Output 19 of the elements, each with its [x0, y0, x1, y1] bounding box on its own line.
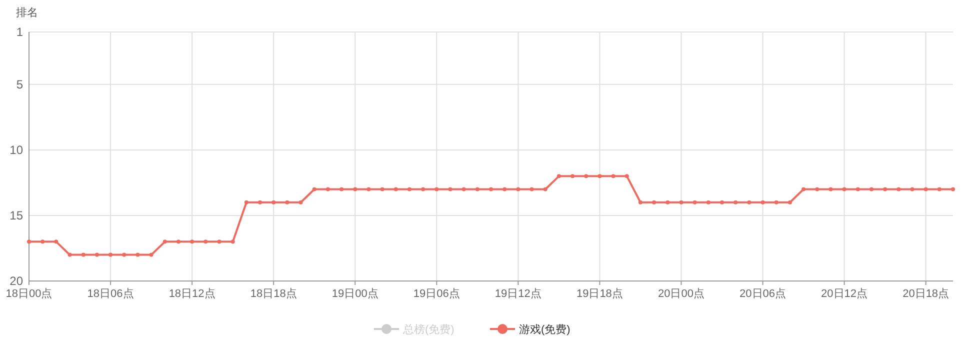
x-tick-label: 20日00点 [658, 287, 704, 300]
x-tick-label: 19日06点 [413, 287, 460, 300]
x-tick-label: 19日00点 [332, 287, 378, 300]
y-axis-title: 排名 [16, 7, 38, 19]
x-tick-label: 20日06点 [740, 287, 786, 300]
x-tick-label: 19日18点 [576, 287, 623, 300]
x-tick-label: 18日12点 [168, 287, 216, 300]
y-tick-label: 15 [10, 208, 24, 222]
x-tick-label: 20日12点 [821, 287, 868, 300]
x-tick-label: 18日18点 [250, 287, 297, 300]
legend-label: 游戏(免费) [519, 323, 570, 336]
x-tick-label: 18日06点 [87, 287, 134, 300]
y-tick-label: 5 [16, 77, 24, 92]
y-tick-label: 10 [10, 142, 24, 157]
y-tick-label: 20 [10, 274, 24, 288]
x-tick-label: 18日00点 [6, 287, 52, 300]
x-tick-label: 20日18点 [902, 287, 950, 300]
x-tick-label: 19日12点 [494, 287, 542, 300]
y-tick-label: 1 [16, 25, 24, 39]
